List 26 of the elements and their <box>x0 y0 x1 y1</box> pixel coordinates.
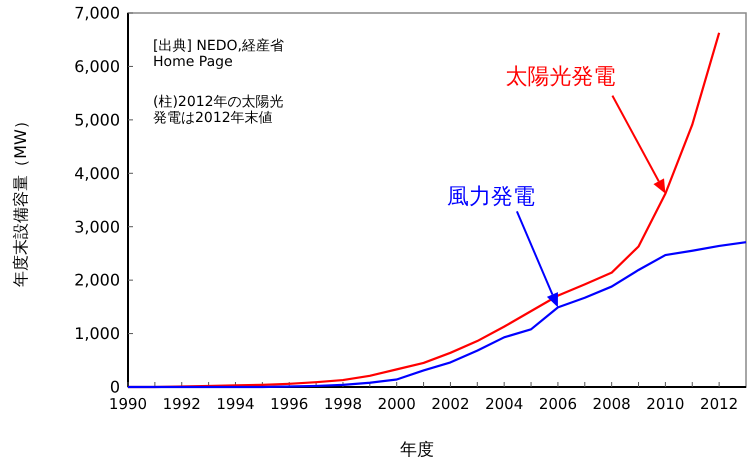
x-tick-label: 2008 <box>592 395 631 413</box>
x-tick-label: 2010 <box>646 395 684 413</box>
text: 風力発電 <box>446 184 535 210</box>
x-tick-label: 2000 <box>378 395 416 413</box>
x-tick-label: 1994 <box>216 395 255 413</box>
y-tick-label: 5,000 <box>74 110 120 130</box>
x-tick-label: 2012 <box>700 395 738 413</box>
y-tick-label: 3,000 <box>74 217 120 236</box>
x-tick-label: 1996 <box>270 395 308 413</box>
y-axis-title: 年度末設備容量（MW） <box>11 113 30 287</box>
x-tick-label: 2006 <box>538 395 578 413</box>
y-tick-label: 0 <box>110 378 120 397</box>
annotation: [出典] NEDO,経産省 Home Page <box>153 38 284 70</box>
y-tick-label: 2,000 <box>74 270 120 290</box>
y-tick-label: 7,000 <box>74 4 120 23</box>
y-tick-label: 4,000 <box>74 164 120 183</box>
text: 太陽光発電 <box>505 64 616 90</box>
y-tick-label: 6,000 <box>74 57 120 76</box>
x-tick-label: 2004 <box>485 395 524 413</box>
x-tick-label: 1998 <box>324 395 362 413</box>
x-tick-label: 1992 <box>162 395 201 413</box>
y-tick-label: 1,000 <box>74 324 120 344</box>
annotation: (柱)2012年の太陽光発電は2012年末値 <box>153 94 284 126</box>
x-axis-title: 年度 <box>400 440 434 460</box>
x-tick-label: 2002 <box>431 395 470 413</box>
x-tick-label: 1990 <box>108 395 148 413</box>
